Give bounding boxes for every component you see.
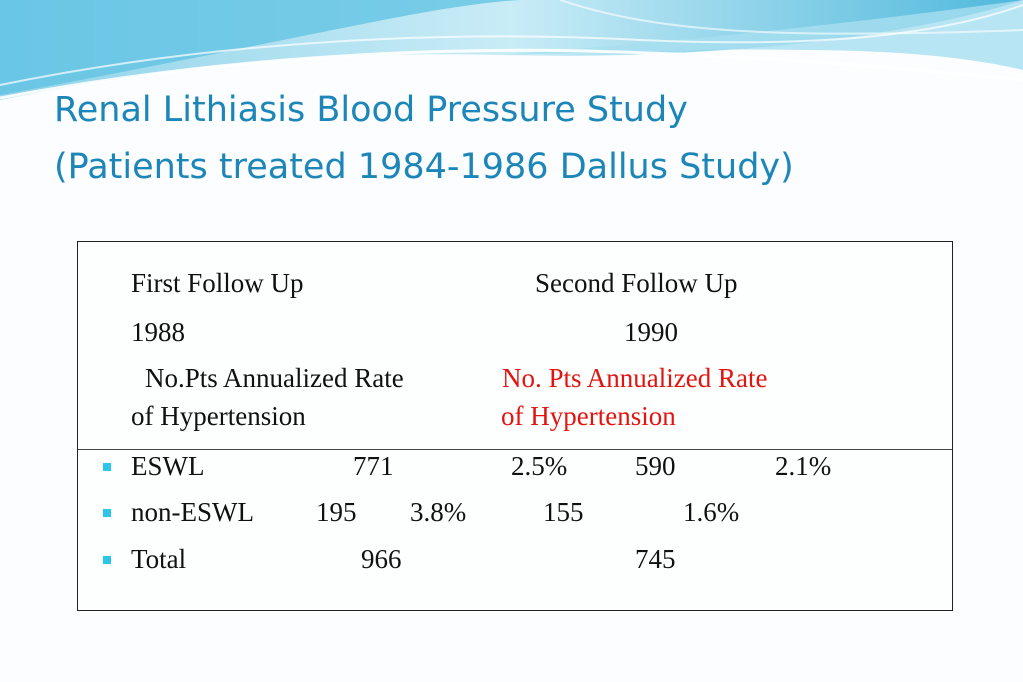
- row-pts-1990: 590: [635, 451, 676, 481]
- row-label: Total: [131, 544, 187, 574]
- decorative-wave-header: [0, 0, 1023, 100]
- row-rate-1988: 3.8%: [410, 497, 467, 527]
- row-pts-1990: 745: [635, 544, 676, 574]
- row-pts-1988: 966: [361, 544, 402, 574]
- row-label: non-ESWL: [131, 497, 254, 527]
- study-table-box: First Follow Up Second Follow Up 1988 19…: [77, 241, 953, 611]
- slide-title: Renal Lithiasis Blood Pressure Study (Pa…: [54, 82, 994, 196]
- header-divider: [78, 449, 952, 450]
- second-year: 1990: [624, 317, 678, 347]
- title-line-2: (Patients treated 1984-1986 Dallus Study…: [54, 147, 794, 187]
- first-header-line-2: of Hypertension: [131, 401, 306, 431]
- first-year: 1988: [131, 317, 185, 347]
- row-rate-1990: 1.6%: [683, 497, 740, 527]
- bullet-square-icon: [103, 556, 111, 564]
- row-label: ESWL: [131, 451, 205, 481]
- first-header-line-1: No.Pts Annualized Rate: [145, 363, 404, 393]
- row-rate-1990: 2.1%: [775, 451, 832, 481]
- row-pts-1988: 771: [353, 451, 394, 481]
- bullet-square-icon: [103, 509, 111, 517]
- second-header-line-1: No. Pts Annualized Rate: [502, 363, 768, 393]
- row-pts-1990: 155: [543, 497, 584, 527]
- second-header-line-2: of Hypertension: [501, 401, 676, 431]
- title-line-1: Renal Lithiasis Blood Pressure Study: [54, 90, 688, 130]
- first-follow-up-label: First Follow Up: [131, 268, 304, 298]
- second-follow-up-label: Second Follow Up: [535, 268, 738, 298]
- row-pts-1988: 195: [316, 497, 357, 527]
- bullet-square-icon: [103, 463, 111, 471]
- row-rate-1988: 2.5%: [511, 451, 568, 481]
